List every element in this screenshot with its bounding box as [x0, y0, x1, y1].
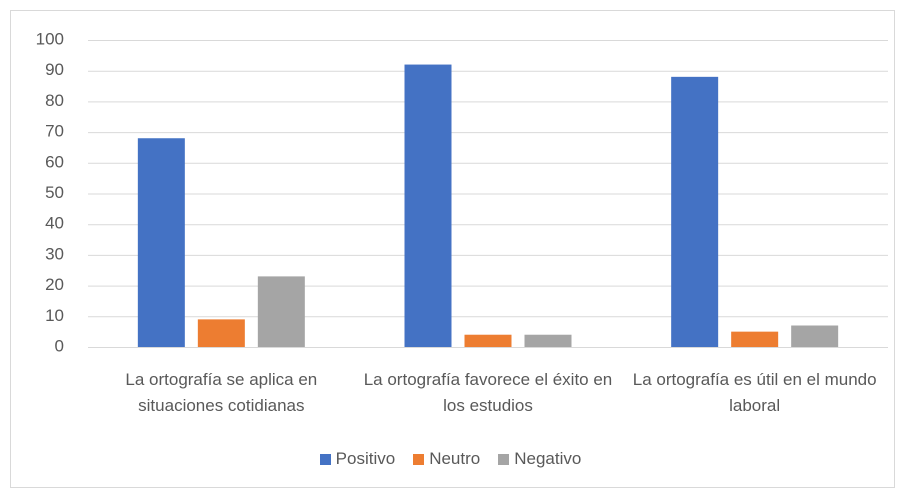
bar [137, 138, 185, 347]
legend-label: Neutro [429, 449, 481, 468]
x-tick-label: La ortografía es útil en el mundo labora… [632, 370, 877, 415]
bar [671, 76, 719, 347]
y-tick-label: 0 [55, 336, 64, 355]
chart-border [10, 10, 895, 488]
bar [524, 334, 572, 347]
y-tick-label: 50 [45, 183, 64, 202]
legend-label: Positivo [335, 449, 396, 468]
bar [464, 334, 512, 347]
y-tick-label: 10 [45, 306, 64, 325]
legend: Positivo Neutro Negativo [0, 449, 901, 469]
y-tick-label: 80 [45, 91, 64, 110]
legend-label: Negativo [514, 449, 582, 468]
bar [257, 276, 305, 347]
bar [791, 325, 839, 347]
legend-swatch [498, 453, 510, 465]
x-tick-label: La ortografía se aplica en situaciones c… [125, 370, 318, 415]
x-tick-label: La ortografía favorece el éxito en los e… [363, 370, 613, 415]
legend-swatch [413, 453, 425, 465]
y-tick-label: 90 [45, 60, 64, 79]
y-tick-label: 60 [45, 152, 64, 171]
bar [197, 319, 245, 347]
legend-item: Negativo [498, 449, 581, 469]
y-tick-label: 20 [45, 275, 64, 294]
legend-swatch [319, 453, 331, 465]
y-tick-label: 70 [45, 122, 64, 141]
y-tick-label: 30 [45, 244, 64, 263]
y-tick-label: 100 [36, 29, 64, 48]
legend-item: Neutro [413, 449, 480, 469]
legend-item: Positivo [319, 449, 396, 469]
bar [731, 331, 779, 347]
bar [404, 64, 452, 347]
y-tick-label: 40 [45, 214, 64, 233]
